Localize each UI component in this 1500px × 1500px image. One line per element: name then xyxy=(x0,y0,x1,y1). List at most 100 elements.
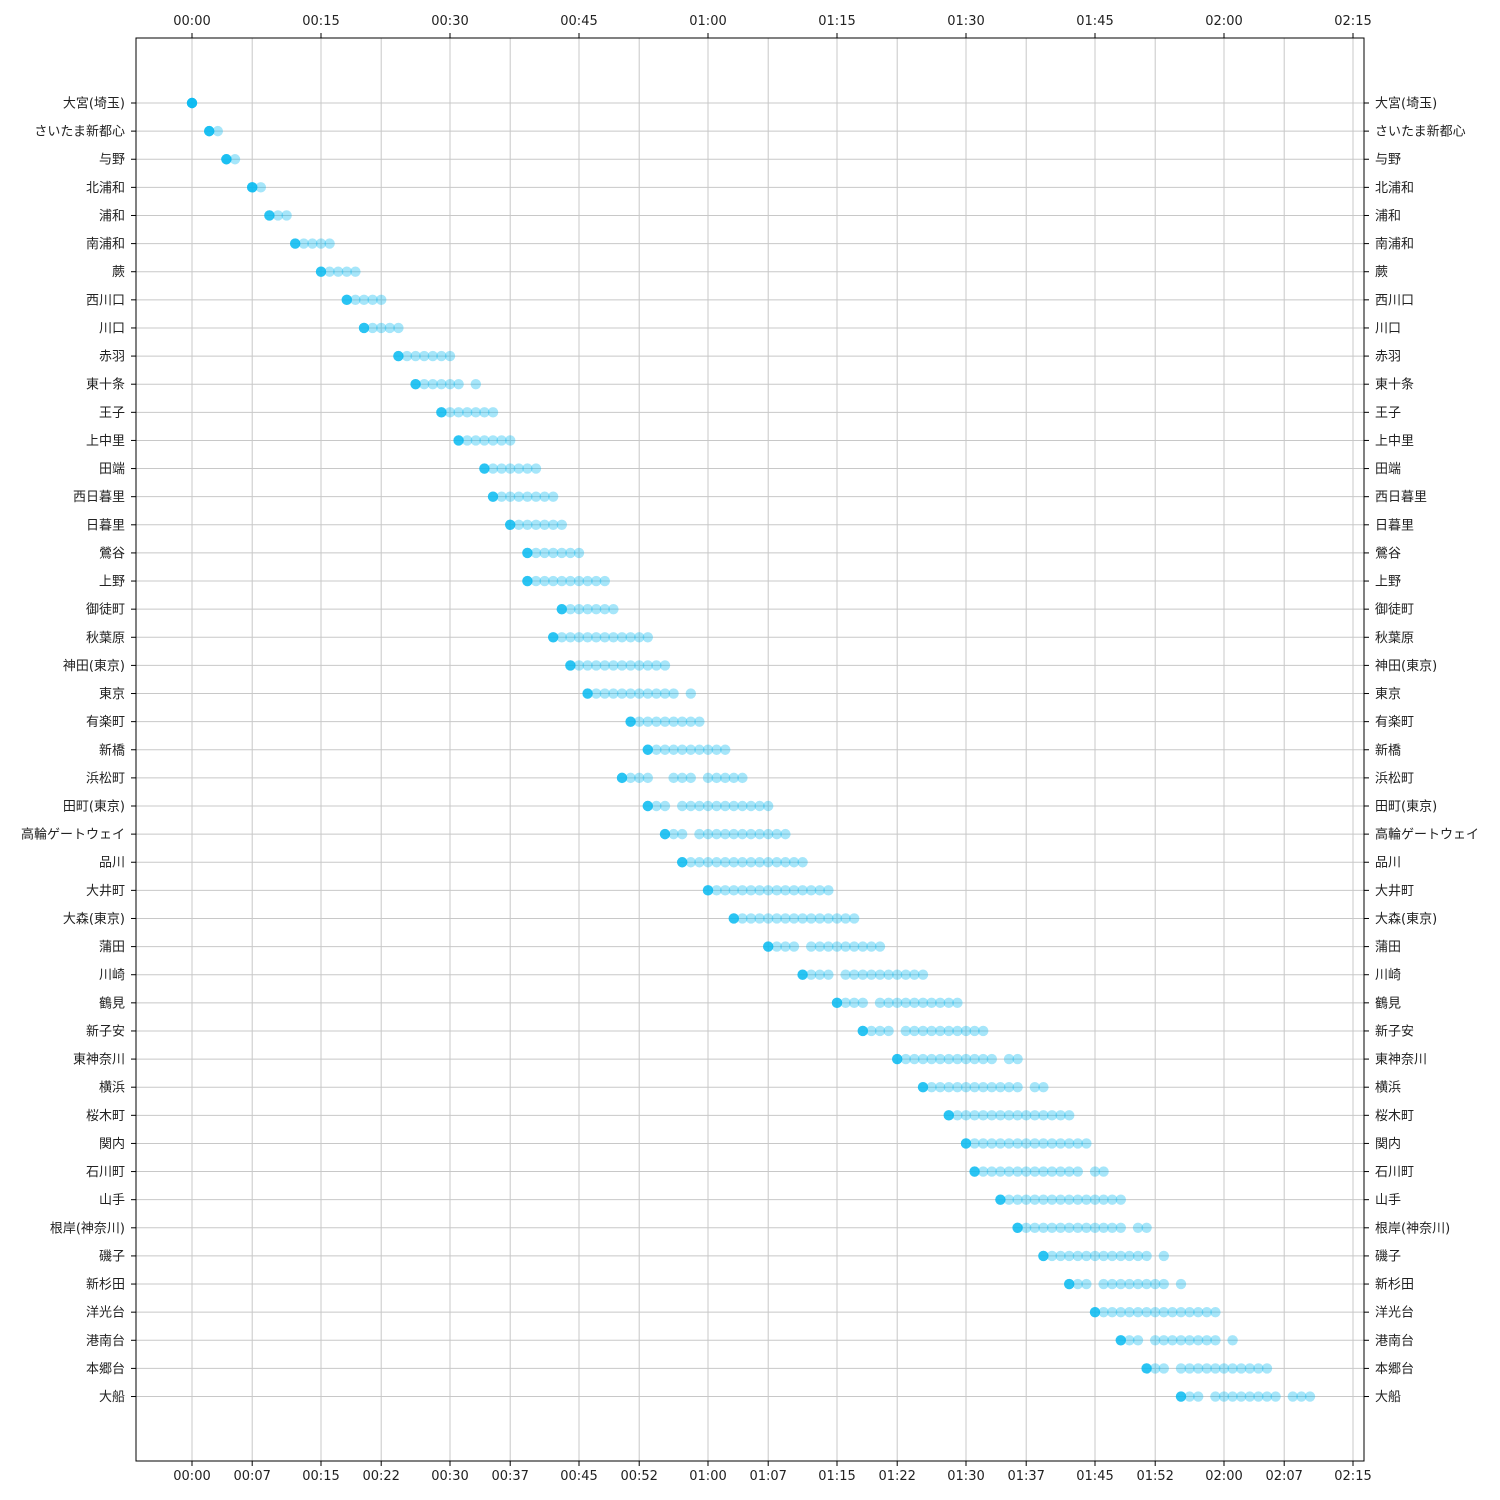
station-label-left: 南浦和 xyxy=(86,236,125,252)
departure-point xyxy=(1081,1194,1092,1205)
station-label-left: 蕨 xyxy=(112,265,125,280)
departure-point xyxy=(573,575,585,587)
departure-point xyxy=(522,463,533,474)
departure-point xyxy=(1287,1391,1299,1402)
departure-point xyxy=(479,407,490,418)
departure-point xyxy=(763,913,774,924)
departure-point xyxy=(685,857,696,868)
departure-point xyxy=(814,969,825,980)
departure-point xyxy=(694,800,705,812)
departure-point xyxy=(1020,1222,1032,1234)
departure-point xyxy=(883,1025,894,1037)
station-label-left: 大宮(埼玉) xyxy=(63,96,125,112)
departure-point xyxy=(866,1025,877,1037)
first-departure-point xyxy=(1141,1363,1152,1374)
departure-point xyxy=(831,913,843,924)
departure-point xyxy=(616,688,628,699)
departure-point xyxy=(1184,1363,1195,1374)
departure-point xyxy=(874,1025,886,1037)
departure-point xyxy=(324,238,335,249)
departure-point xyxy=(720,772,731,784)
departure-point xyxy=(565,632,576,643)
departure-point xyxy=(591,632,602,643)
departure-point xyxy=(599,688,610,699)
departure-point xyxy=(1261,1391,1273,1402)
departure-point xyxy=(969,1138,980,1149)
departure-point xyxy=(737,772,748,784)
first-departure-point xyxy=(393,350,404,362)
departure-point xyxy=(806,941,817,952)
station-label-right: 北浦和 xyxy=(1375,181,1414,196)
departure-point xyxy=(573,547,585,559)
departure-point xyxy=(410,350,421,362)
departure-point xyxy=(1115,1194,1127,1205)
top-tick-label: 01:00 xyxy=(689,14,726,29)
departure-point xyxy=(1158,1306,1170,1318)
departure-point xyxy=(909,1053,920,1065)
departure-point xyxy=(642,660,653,671)
departure-point xyxy=(1184,1335,1195,1346)
first-departure-point xyxy=(702,885,714,896)
departure-point xyxy=(694,857,705,868)
first-departure-point xyxy=(247,182,258,193)
departure-point xyxy=(642,772,653,784)
departure-point xyxy=(1210,1306,1221,1318)
departure-point xyxy=(1003,1194,1015,1205)
departure-point xyxy=(978,1082,989,1093)
departure-point xyxy=(986,1138,997,1149)
departure-point xyxy=(1020,1138,1032,1149)
departure-point xyxy=(745,828,757,840)
departure-point xyxy=(1132,1306,1144,1318)
first-departure-point xyxy=(548,632,559,643)
first-departure-point xyxy=(857,1025,868,1037)
top-tick-label: 02:15 xyxy=(1334,14,1371,29)
station-label-left: 田端 xyxy=(99,462,125,477)
departure-point xyxy=(642,632,653,643)
departure-point xyxy=(728,800,739,812)
departure-point xyxy=(436,379,447,390)
departure-point xyxy=(728,857,739,868)
departure-point xyxy=(462,435,473,446)
first-departure-point xyxy=(410,379,421,390)
departure-point xyxy=(745,857,757,868)
departure-point xyxy=(900,1025,911,1037)
departure-point xyxy=(1167,1335,1178,1346)
departure-point xyxy=(324,266,335,277)
station-label-right: 鶴見 xyxy=(1375,995,1401,1011)
station-label-right: 有楽町 xyxy=(1375,714,1414,730)
departure-point xyxy=(496,491,507,502)
departure-point xyxy=(668,716,679,727)
departure-point xyxy=(625,632,636,643)
first-departure-point xyxy=(616,772,628,784)
departure-point xyxy=(745,913,757,924)
departure-point xyxy=(978,1025,989,1037)
departure-point xyxy=(255,182,266,193)
departure-point xyxy=(720,744,731,755)
departure-point xyxy=(376,294,387,306)
station-label-right: 浦和 xyxy=(1375,209,1401,224)
station-label-left: 川崎 xyxy=(99,968,125,983)
departure-point xyxy=(608,603,619,615)
station-label-right: 関内 xyxy=(1375,1136,1401,1152)
first-departure-point xyxy=(960,1138,972,1149)
departure-point xyxy=(780,941,791,952)
departure-point xyxy=(917,969,929,980)
departure-point xyxy=(530,575,542,587)
departure-point xyxy=(1210,1363,1221,1374)
station-label-left: 御徒町 xyxy=(86,603,125,618)
station-label-right: 蒲田 xyxy=(1375,940,1401,955)
departure-point xyxy=(771,941,782,952)
departure-point xyxy=(677,828,688,840)
departure-point xyxy=(608,688,619,699)
departure-point xyxy=(960,1082,972,1093)
departure-point xyxy=(917,1053,929,1065)
departure-point xyxy=(358,294,370,306)
departure-point xyxy=(1029,1082,1041,1093)
departure-point xyxy=(470,435,481,446)
departure-point xyxy=(926,1082,937,1093)
departure-point xyxy=(651,744,662,755)
departure-point xyxy=(694,744,705,755)
departure-point xyxy=(780,857,791,868)
departure-point xyxy=(857,997,868,1009)
departure-point xyxy=(978,1053,989,1065)
